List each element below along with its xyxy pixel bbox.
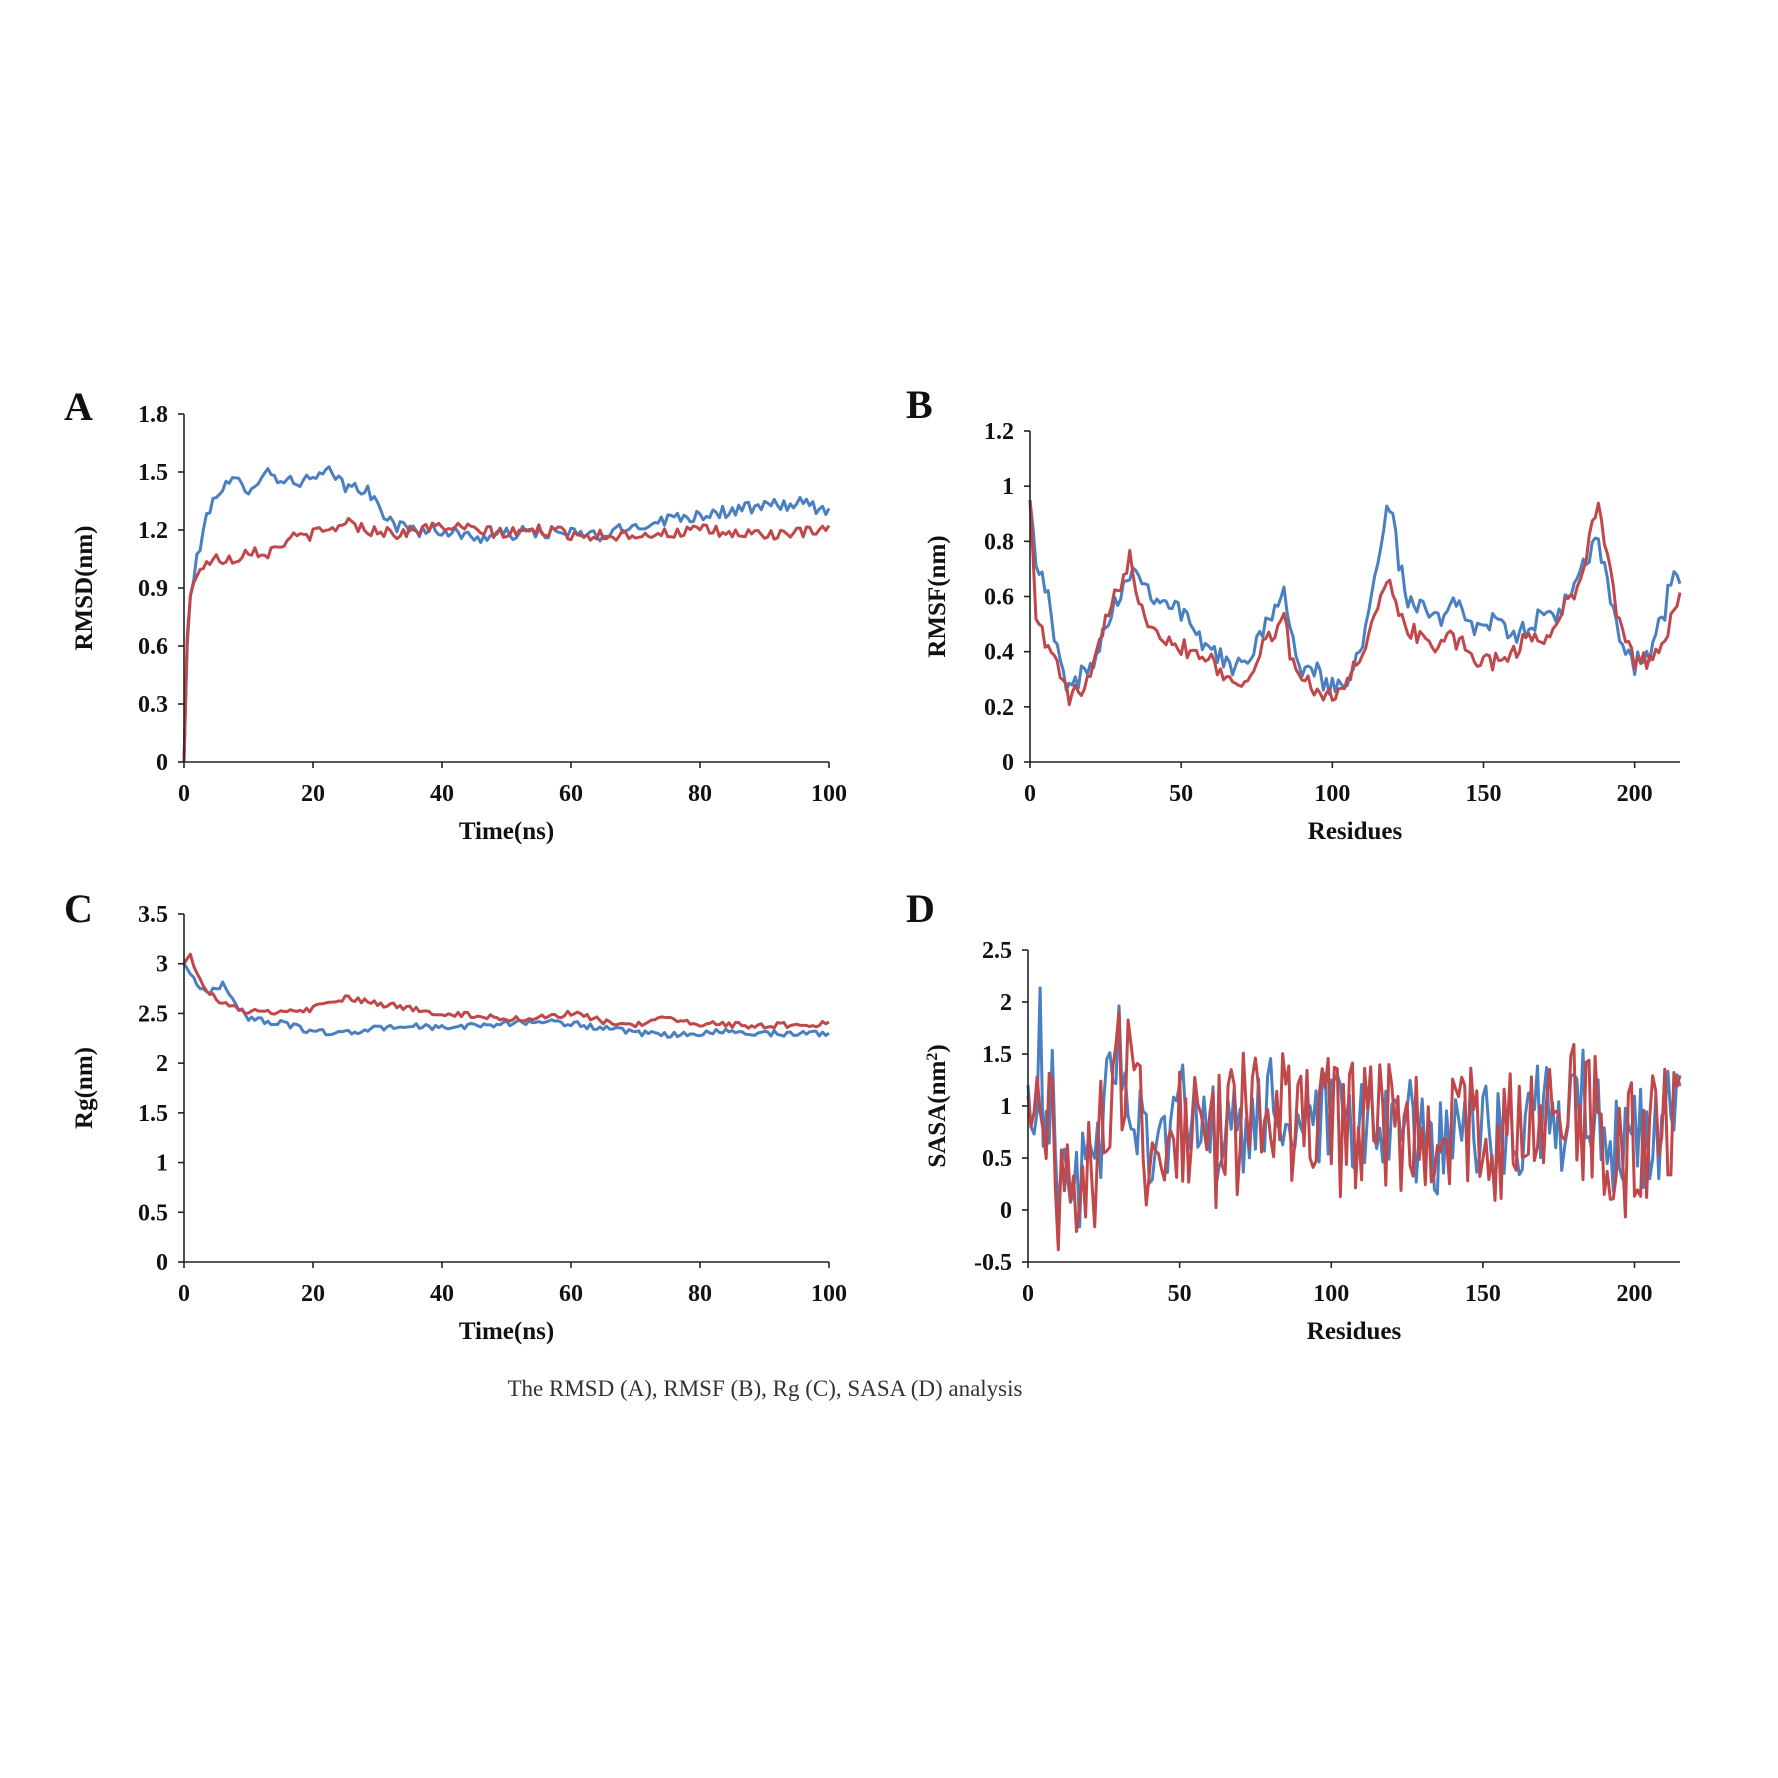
- panel-d-y-tick-label: -0.5: [974, 1250, 1012, 1276]
- panel-c-x-tick-label: 0: [178, 1281, 190, 1307]
- panel-b-letter: B: [906, 382, 933, 427]
- panel-a-x-axis-title: Time(ns): [459, 818, 554, 845]
- panel-d-x-tick-label: 150: [1465, 1281, 1501, 1307]
- panel-a: A 0 0.3 0.6 0.9 1.2 1.5 1.8 0 20 40 60 80 100 Time(ns)…: [64, 384, 847, 845]
- panel-c-y-tick-label: 0: [156, 1250, 168, 1276]
- panel-c-x-tick-label: 20: [301, 1281, 325, 1307]
- panel-b-y-tick-label: 0.8: [984, 529, 1014, 555]
- panel-a-y-tick-label: 0: [156, 750, 168, 776]
- panel-c-y-tick-label: 1.5: [138, 1101, 168, 1127]
- panel-c-y-tick-label: 2.5: [138, 1001, 168, 1027]
- panel-d-x-tick-label: 100: [1313, 1281, 1349, 1307]
- panel-a-x-tick-label: 40: [430, 781, 454, 807]
- panel-b-y-tick-label: 0.4: [984, 640, 1014, 666]
- panel-b-y-axis-title: RMSF(nm): [924, 535, 951, 657]
- panel-c-letter: C: [64, 886, 93, 931]
- panel-a-x-tick-label: 60: [559, 781, 583, 807]
- panel-d-y-tick-label: 2: [1000, 990, 1012, 1016]
- panel-c-y-tick-label: 0.5: [138, 1200, 168, 1226]
- panel-a-y-tick-label: 1.8: [138, 402, 168, 428]
- panel-a-letter: A: [64, 384, 93, 429]
- panel-d-y-tick-label: 0: [1000, 1198, 1012, 1224]
- panel-d-letter: D: [906, 886, 935, 931]
- panel-b-x-tick-label: 0: [1024, 781, 1036, 807]
- panel-b-x-tick-label: 100: [1314, 781, 1350, 807]
- panel-a-x-tick-label: 80: [688, 781, 712, 807]
- panel-a-x-tick-label: 100: [811, 781, 847, 807]
- panel-c: C 0 0.5 1 1.5 2 2.5 3 3.5 0 20 40 60 80 100 Time(ns) Rg(…: [64, 886, 847, 1345]
- panel-b-y-tick-label: 0.6: [984, 585, 1014, 611]
- panel-b-x-tick-label: 200: [1617, 781, 1653, 807]
- panel-c-y-tick-label: 3.5: [138, 902, 168, 928]
- panel-c-y-tick-label: 2: [156, 1051, 168, 1077]
- panel-d-y-tick-label: 2.5: [982, 938, 1012, 964]
- panel-d: D -0.5 0 0.5 1 1.5 2 2.5 0 50 100 150 200 Residues SAS…: [906, 886, 1682, 1345]
- panel-c-series-red: [182, 952, 830, 1030]
- panel-d-x-tick-label: 0: [1022, 1281, 1034, 1307]
- panel-a-y-axis-title: RMSD(nm): [71, 526, 98, 651]
- panel-c-y-tick-label: 3: [156, 952, 168, 978]
- panel-b-x-axis-title: Residues: [1308, 818, 1403, 845]
- panel-d-x-tick-label: 200: [1617, 1281, 1653, 1307]
- panel-b-y-tick-label: 0: [1002, 750, 1014, 776]
- panel-a-x-tick-label: 0: [178, 781, 190, 807]
- figure-caption: The RMSD (A), RMSF (B), Rg (C), SASA (D)…: [507, 1376, 1023, 1401]
- panel-c-x-axis-title: Time(ns): [459, 1318, 554, 1345]
- panel-a-y-tick-label: 0.9: [138, 576, 168, 602]
- panel-d-y-axis-title: SASA(nm2): [924, 1044, 952, 1167]
- panel-c-x-tick-label: 60: [559, 1281, 583, 1307]
- panel-a-series-red: [182, 516, 831, 763]
- panel-b-x-tick-label: 50: [1169, 781, 1193, 807]
- panel-c-x-tick-label: 100: [811, 1281, 847, 1307]
- panel-a-series-blue: [182, 465, 831, 763]
- panel-d-x-axis-title: Residues: [1307, 1318, 1402, 1345]
- panel-d-series-red: [1026, 1009, 1682, 1252]
- panel-b-y-tick-label: 1: [1002, 474, 1014, 500]
- panel-a-y-tick-label: 1.2: [138, 518, 168, 544]
- panel-b-series-red: [1028, 499, 1682, 707]
- panel-a-y-tick-label: 0.3: [138, 692, 168, 718]
- panel-c-y-tick-label: 1: [156, 1151, 168, 1177]
- panel-b-y-tick-label: 0.2: [984, 695, 1014, 721]
- panel-a-y-tick-label: 1.5: [138, 460, 168, 486]
- panel-c-y-axis-title: Rg(nm): [71, 1047, 98, 1129]
- panel-d-y-tick-label: 0.5: [982, 1146, 1012, 1172]
- panel-c-x-tick-label: 40: [430, 1281, 454, 1307]
- panel-b-x-tick-label: 150: [1465, 781, 1501, 807]
- panel-b: B 0 0.2 0.4 0.6 0.8 1 1.2 0 50 100 150 200 Residues RM…: [906, 382, 1682, 845]
- panel-c-x-tick-label: 80: [688, 1281, 712, 1307]
- panel-a-x-tick-label: 20: [301, 781, 325, 807]
- panel-d-x-tick-label: 50: [1168, 1281, 1192, 1307]
- panel-a-y-tick-label: 0.6: [138, 634, 168, 660]
- panel-d-y-tick-label: 1: [1000, 1094, 1012, 1120]
- panel-b-y-tick-label: 1.2: [984, 419, 1014, 445]
- panel-d-y-tick-label: 1.5: [982, 1042, 1012, 1068]
